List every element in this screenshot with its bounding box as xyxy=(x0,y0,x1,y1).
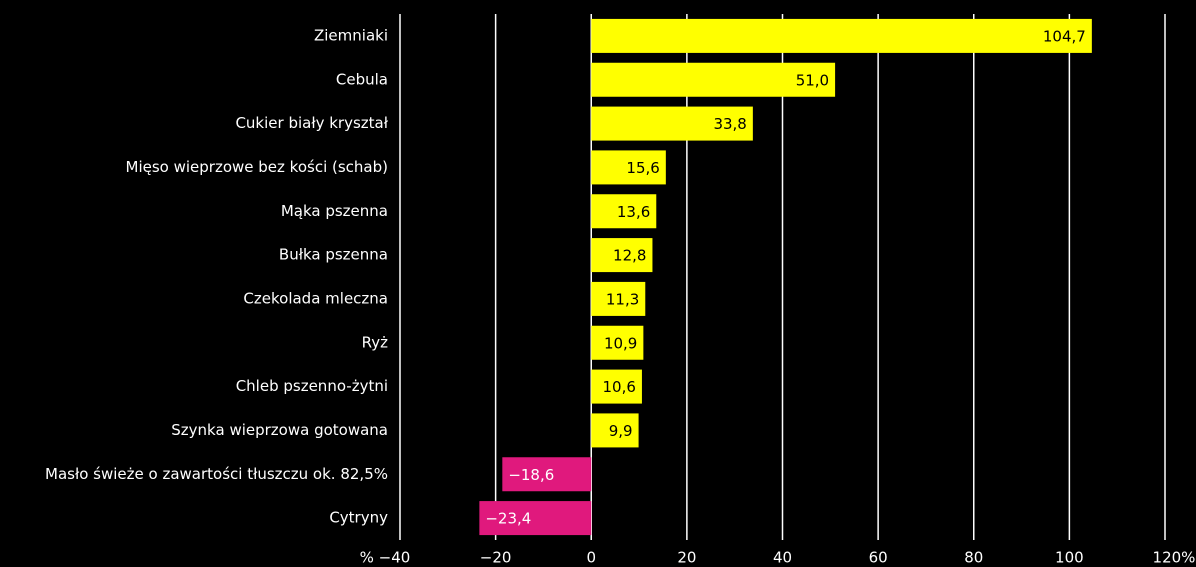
bar xyxy=(591,238,653,273)
x-tick-label: 60 xyxy=(869,549,888,567)
x-tick-label: 20 xyxy=(677,549,696,567)
value-label: 51,0 xyxy=(796,71,829,89)
bar xyxy=(591,150,666,185)
y-tick-label: Szynka wieprzowa gotowana xyxy=(171,421,388,439)
bar xyxy=(591,18,1092,53)
x-tick-label: 40 xyxy=(773,549,792,567)
value-label: 10,6 xyxy=(603,378,636,396)
value-label: 9,9 xyxy=(609,422,633,440)
value-label: 104,7 xyxy=(1043,27,1086,45)
x-tick-label: 80 xyxy=(964,549,983,567)
bar xyxy=(591,369,642,404)
bar xyxy=(591,194,657,229)
y-tick-label: Masło świeże o zawartości tłuszczu ok. 8… xyxy=(45,465,388,483)
y-tick-label: Ziemniaki xyxy=(314,26,388,44)
x-tick-label: % −40 xyxy=(360,549,411,567)
value-label: 15,6 xyxy=(626,159,659,177)
y-tick-label: Mąka pszenna xyxy=(281,202,388,220)
y-tick-label: Czekolada mleczna xyxy=(243,289,388,307)
y-tick-label: Chleb pszenno-żytni xyxy=(236,377,388,395)
bar xyxy=(591,106,753,141)
y-tick-label: Cytryny xyxy=(329,509,388,527)
bar xyxy=(591,413,639,448)
bar xyxy=(591,325,644,360)
value-label: −23,4 xyxy=(485,510,531,528)
value-label: 13,6 xyxy=(617,203,650,221)
bar xyxy=(479,501,592,536)
bar xyxy=(591,281,646,316)
y-tick-label: Mięso wieprzowe bez kości (schab) xyxy=(126,158,388,176)
x-tick-label: 0 xyxy=(586,549,596,567)
x-tick-label: 100 xyxy=(1055,549,1084,567)
x-tick-label: 120% xyxy=(1153,549,1196,567)
value-label: 12,8 xyxy=(613,247,646,265)
bar xyxy=(502,457,592,492)
value-label: 11,3 xyxy=(606,290,639,308)
x-tick-label: −20 xyxy=(480,549,512,567)
value-label: 33,8 xyxy=(713,115,746,133)
value-label: 10,9 xyxy=(604,334,637,352)
y-tick-label: Cukier biały kryształ xyxy=(235,114,388,132)
value-label: −18,6 xyxy=(508,466,554,484)
y-tick-label: Bułka pszenna xyxy=(279,246,388,264)
bar xyxy=(591,62,836,97)
y-tick-label: Ryż xyxy=(362,333,388,351)
y-tick-label: Cebula xyxy=(336,70,388,88)
